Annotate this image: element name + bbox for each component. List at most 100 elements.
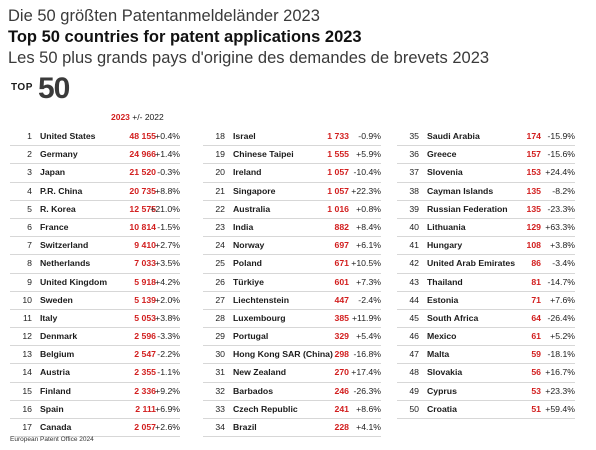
rank-cell: 7 — [27, 240, 32, 251]
change-cell: -26.3% — [353, 385, 381, 396]
rank-cell: 48 — [409, 367, 419, 378]
country-cell: Saudi Arabia — [427, 131, 480, 141]
rank-cell: 27 — [215, 294, 225, 305]
value-2023-cell: 135 — [526, 203, 542, 214]
value-2023-cell: 2 547 — [134, 349, 156, 360]
value-2023-cell: 86 — [531, 258, 541, 269]
value-2023-cell: 228 — [334, 422, 350, 432]
country-cell: Poland — [233, 258, 262, 269]
country-cell: Norway — [233, 240, 265, 251]
country-cell: P.R. China — [40, 185, 83, 196]
badge-number: 50 — [38, 72, 70, 105]
table-row: 41 Hungary 108 +3.8% — [397, 237, 575, 256]
change-cell: +16.7% — [545, 367, 575, 378]
table-row: 48 Slovakia 56 +16.7% — [397, 364, 575, 383]
title-english: Top 50 countries for patent applications… — [8, 28, 362, 46]
country-cell: Croatia — [427, 403, 457, 414]
change-cell: +5.9% — [356, 149, 381, 160]
table-row: 19 Chinese Taipei 1 555 +5.9% — [203, 146, 381, 165]
value-2023-cell: 1 057 — [327, 167, 349, 178]
change-cell: +63.3% — [545, 221, 575, 232]
value-2023-cell: 5 918 — [134, 276, 156, 287]
rank-cell: 34 — [215, 422, 225, 432]
country-cell: Barbados — [233, 385, 274, 396]
table-row: 32 Barbados 246 -26.3% — [203, 383, 381, 401]
country-cell: Israel — [233, 131, 256, 141]
change-cell: +10.5% — [351, 258, 381, 269]
country-cell: Italy — [40, 312, 58, 323]
change-cell: +3.5% — [155, 258, 180, 269]
country-cell: United Kingdom — [40, 276, 108, 287]
rank-cell: 22 — [215, 203, 225, 214]
country-cell: Finland — [40, 385, 71, 396]
value-2023-cell: 671 — [334, 258, 350, 269]
change-cell: +59.4% — [545, 403, 575, 414]
table-row: 27 Liechtenstein 447 -2.4% — [203, 292, 381, 310]
value-2023-cell: 385 — [334, 312, 350, 323]
country-cell: Canada — [40, 422, 72, 432]
value-2023-cell: 246 — [334, 385, 350, 396]
table-row: 33 Czech Republic 241 +8.6% — [203, 401, 381, 419]
rank-cell: 14 — [22, 367, 32, 378]
change-cell: +8.4% — [356, 221, 381, 232]
change-cell: +22.3% — [351, 185, 381, 196]
rank-cell: 23 — [215, 221, 225, 232]
value-2023-cell: 12 575 — [129, 203, 156, 214]
table-row: 16 Spain 2 111 +6.9% — [10, 401, 180, 419]
change-cell: -2.4% — [358, 294, 381, 305]
title-french: Les 50 plus grands pays d'origine des de… — [8, 49, 490, 67]
country-cell: Thailand — [427, 276, 463, 287]
rank-cell: 32 — [215, 385, 225, 396]
rank-cell: 2 — [27, 149, 32, 160]
table-row: 50 Croatia 51 +59.4% — [397, 401, 575, 419]
table-row: 5 R. Korea 12 575 +21.0% — [10, 201, 180, 219]
change-cell: -16.8% — [353, 349, 381, 360]
rank-cell: 24 — [215, 240, 225, 251]
country-cell: South Africa — [427, 312, 479, 323]
table-row: 43 Thailand 81 -14.7% — [397, 274, 575, 292]
value-2023-cell: 447 — [334, 294, 350, 305]
value-2023-cell: 64 — [531, 312, 541, 323]
change-cell: -3.3% — [157, 331, 180, 342]
rank-cell: 40 — [409, 221, 419, 232]
rank-cell: 8 — [27, 258, 32, 269]
table-row: 34 Brazil 228 +4.1% — [203, 419, 381, 438]
rank-cell: 42 — [409, 258, 419, 269]
change-cell: +2.7% — [155, 240, 180, 251]
rank-cell: 46 — [409, 331, 419, 342]
country-cell: Ireland — [233, 167, 262, 178]
change-cell: +7.3% — [356, 276, 381, 287]
rank-cell: 21 — [215, 185, 225, 196]
change-cell: +1.4% — [155, 149, 180, 160]
country-cell: Chinese Taipei — [233, 149, 294, 160]
country-cell: Japan — [40, 167, 66, 178]
table-row: 28 Luxembourg 385 +11.9% — [203, 310, 381, 329]
change-cell: +7.6% — [550, 294, 575, 305]
value-2023-cell: 2 336 — [134, 385, 156, 396]
change-cell: +21.0% — [150, 203, 180, 214]
change-cell: -14.7% — [547, 276, 575, 287]
value-2023-cell: 298 — [334, 349, 350, 360]
country-cell: Portugal — [233, 331, 269, 342]
table-row: 11 Italy 5 053 +3.8% — [10, 310, 180, 329]
rank-cell: 37 — [409, 167, 419, 178]
change-cell: +6.1% — [356, 240, 381, 251]
value-2023-cell: 7 033 — [134, 258, 156, 269]
table-row: 30 Hong Kong SAR (China) 298 -16.8% — [203, 346, 381, 365]
table-row: 39 Russian Federation 135 -23.3% — [397, 201, 575, 219]
badge-top-label: TOP — [11, 82, 33, 93]
rank-cell: 39 — [409, 203, 419, 214]
table-row: 9 United Kingdom 5 918 +4.2% — [10, 274, 180, 292]
country-cell: Spain — [40, 403, 64, 414]
rank-cell: 6 — [27, 221, 32, 232]
table-row: 12 Denmark 2 596 -3.3% — [10, 328, 180, 347]
rank-cell: 4 — [27, 185, 32, 196]
value-2023-cell: 81 — [531, 276, 541, 287]
change-cell: +9.2% — [155, 385, 180, 396]
ranking-column-1: 1 United States 48 155 +0.4% 2 Germany 24 966 +… — [10, 128, 180, 438]
rank-cell: 26 — [215, 276, 225, 287]
change-cell: -1.5% — [157, 221, 180, 232]
change-cell: +4.2% — [155, 276, 180, 287]
table-row: 25 Poland 671 +10.5% — [203, 255, 381, 274]
table-row: 26 Türkiye 601 +7.3% — [203, 274, 381, 292]
